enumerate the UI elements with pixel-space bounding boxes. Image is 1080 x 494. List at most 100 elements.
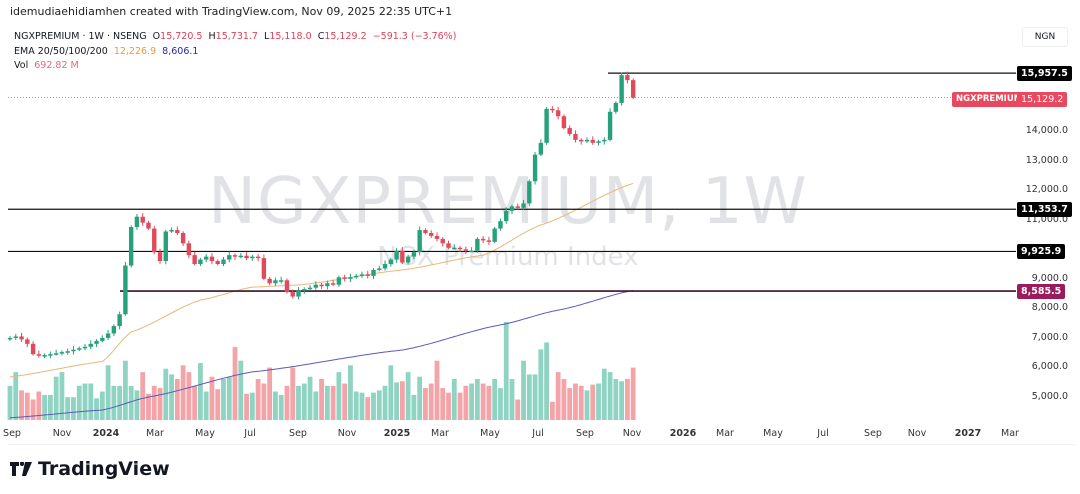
- volume-value: 692.82 M: [34, 60, 79, 71]
- volume-bar: [94, 398, 99, 420]
- volume-bar: [174, 378, 180, 420]
- candle-body: [382, 264, 388, 269]
- volume-bar: [238, 360, 244, 420]
- candle-body: [434, 235, 440, 239]
- volume-bar: [382, 385, 388, 420]
- ema-label[interactable]: EMA 20/50/100/200: [14, 45, 108, 57]
- volume-label[interactable]: Vol: [14, 60, 29, 71]
- candle-body: [544, 108, 549, 143]
- level-price-label: 15,957.5: [1017, 65, 1072, 81]
- candle-body: [152, 228, 157, 253]
- candle-body: [463, 249, 469, 251]
- tradingview-logo[interactable]: TradingView: [10, 458, 170, 480]
- candle-body: [630, 80, 636, 98]
- volume-bar: [538, 349, 544, 420]
- close-value: 15,129.2: [324, 31, 367, 42]
- candle-body: [30, 343, 36, 355]
- candle-body: [244, 255, 249, 259]
- volume-bar: [169, 374, 174, 420]
- candle-body: [232, 255, 238, 257]
- time-tick-label: Jul: [532, 428, 544, 439]
- candle-body: [504, 210, 509, 222]
- candle-body: [377, 268, 382, 270]
- volume-bar: [509, 378, 515, 420]
- candle-body: [157, 252, 163, 262]
- volume-bar: [71, 397, 76, 420]
- volume-bar: [365, 397, 371, 420]
- candle-body: [238, 255, 243, 258]
- candle-body: [365, 274, 370, 276]
- candle-body: [59, 352, 65, 354]
- brand-name: TradingView: [38, 458, 170, 480]
- volume-bar: [307, 376, 313, 420]
- volume-bar: [134, 390, 140, 420]
- volume-bar: [180, 365, 186, 420]
- candle-body: [319, 284, 324, 287]
- candle-body: [325, 283, 330, 287]
- candle-body: [111, 326, 117, 334]
- candle-body: [411, 252, 417, 257]
- volume-bar: [549, 401, 555, 420]
- candle-body: [359, 274, 365, 276]
- candle-body: [221, 259, 226, 265]
- candle-body: [313, 284, 319, 288]
- volume-bar: [359, 392, 365, 420]
- low-value: 15,118.0: [269, 31, 312, 42]
- volume-bar: [469, 383, 474, 420]
- volume-bar: [42, 394, 48, 420]
- volume-bar: [192, 385, 198, 420]
- candle-body: [342, 277, 347, 279]
- volume-bar: [480, 383, 486, 420]
- currency-button[interactable]: NGN: [1022, 27, 1068, 47]
- volume-bar: [503, 322, 509, 420]
- volume-bar: [47, 394, 53, 420]
- candle-body: [602, 139, 607, 142]
- price-axis[interactable]: 14,000.0 13,000.0 12,000.0 11,000.0 9,000.0 8…: [1016, 22, 1080, 422]
- volume-bar: [630, 367, 636, 420]
- candle-body: [36, 354, 42, 356]
- time-tick-label: Sep: [576, 428, 594, 439]
- time-tick-label: Jul: [244, 428, 256, 439]
- price-tick-label: 5,000.0: [1031, 391, 1068, 403]
- time-tick-label: Sep: [864, 428, 882, 439]
- volume-bar: [215, 389, 221, 420]
- volume-bar: [330, 385, 336, 420]
- candle-body: [296, 290, 301, 297]
- candle-body: [209, 256, 215, 262]
- candle-body: [486, 240, 492, 242]
- volume-bar: [319, 378, 324, 420]
- candle-body: [590, 139, 595, 143]
- candle-body: [175, 230, 180, 233]
- volume-bar: [232, 347, 238, 420]
- symbol-info[interactable]: NGXPREMIUM · 1W · NSENG: [14, 31, 147, 42]
- time-tick-label: 2027: [954, 428, 982, 439]
- candle-body: [440, 238, 445, 244]
- volume-bar: [123, 360, 128, 420]
- level-price-label: 8,585.5: [1017, 283, 1066, 299]
- volume-bar: [388, 365, 394, 420]
- volume-bar: [561, 378, 567, 420]
- ema-row: EMA 20/50/100/200 12,226.9 8,606.1: [14, 45, 456, 60]
- volume-bar: [111, 385, 117, 420]
- volume-bar: [296, 385, 301, 420]
- volume-row: Vol 692.82 M: [14, 59, 456, 74]
- candle-body: [25, 339, 30, 344]
- volume-bar: [59, 372, 65, 420]
- volume-bar: [584, 390, 590, 420]
- candle-body: [100, 337, 105, 341]
- volume-bar: [544, 342, 550, 420]
- volume-bar: [117, 385, 123, 420]
- volume-bar: [203, 391, 209, 420]
- time-tick-label: Mar: [431, 428, 449, 439]
- volume-bar: [555, 372, 561, 420]
- price-chart[interactable]: [0, 22, 1016, 422]
- change-value: −591.3 (−3.76%): [372, 31, 457, 42]
- candle-body: [509, 206, 515, 211]
- candle-body: [290, 292, 295, 297]
- time-tick-label: Nov: [52, 428, 72, 439]
- time-tick-label: Jul: [817, 428, 829, 439]
- level-price-label: 9,925.9: [1017, 243, 1066, 259]
- candle-body: [250, 256, 255, 259]
- volume-bar: [399, 381, 405, 420]
- candle-body: [227, 255, 232, 260]
